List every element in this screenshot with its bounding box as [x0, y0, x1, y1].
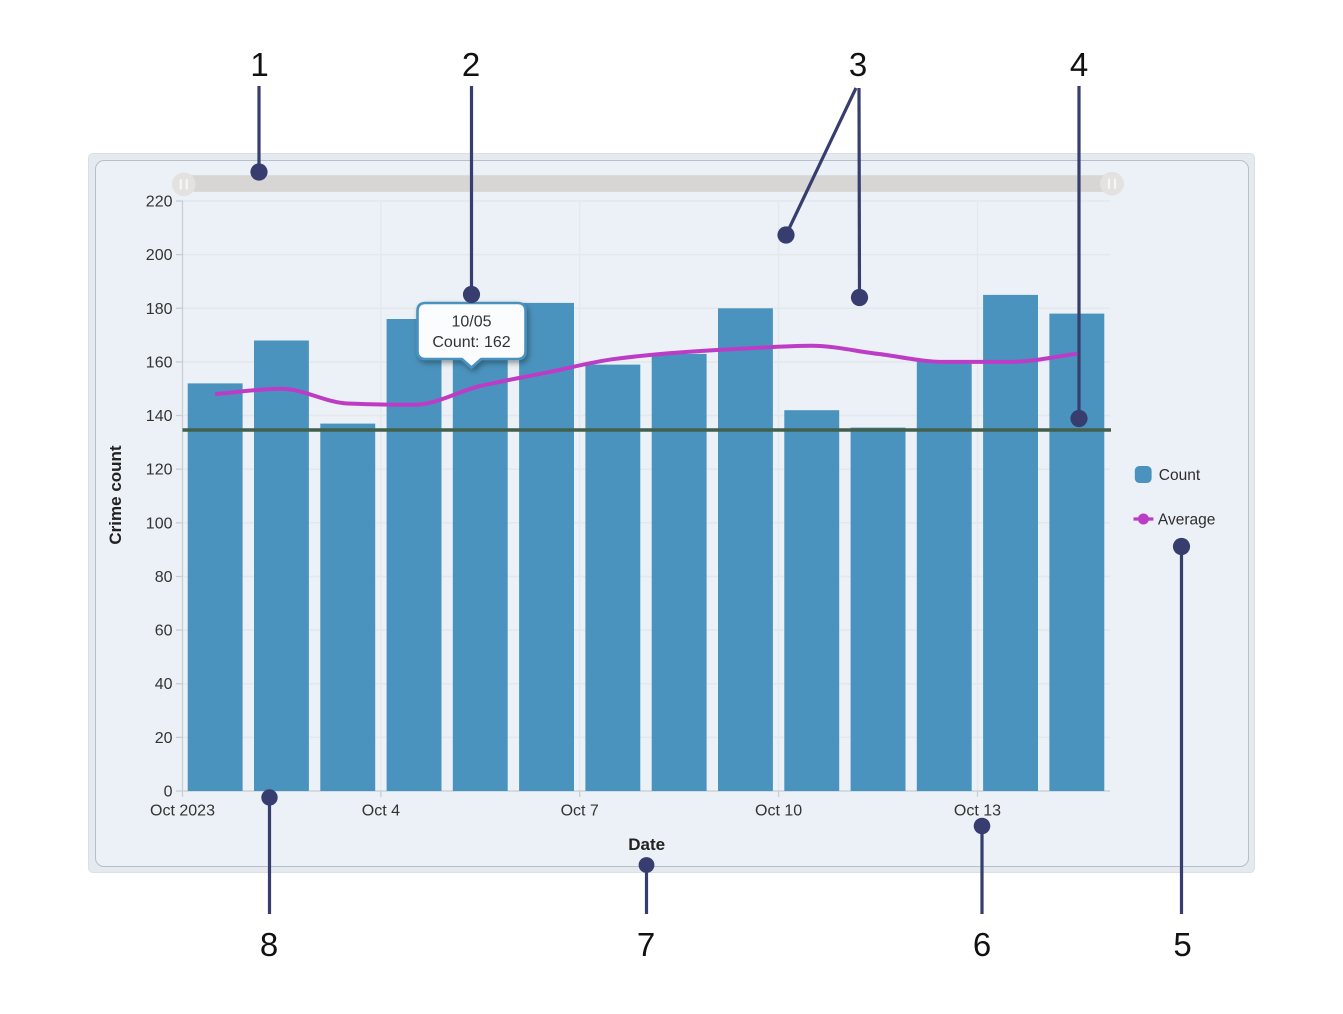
svg-text:220: 220: [146, 194, 173, 211]
svg-text:Average: Average: [1158, 512, 1215, 529]
svg-text:180: 180: [146, 301, 173, 318]
svg-text:Oct 2023: Oct 2023: [150, 803, 215, 820]
svg-text:80: 80: [155, 569, 173, 586]
svg-text:40: 40: [155, 676, 173, 693]
svg-text:60: 60: [155, 623, 173, 640]
svg-text:0: 0: [164, 784, 173, 801]
svg-text:Crime count: Crime count: [106, 445, 125, 545]
svg-text:Oct 10: Oct 10: [755, 803, 802, 820]
svg-text:Oct 13: Oct 13: [954, 803, 1001, 820]
svg-text:Oct 4: Oct 4: [362, 803, 400, 820]
svg-text:Date: Date: [628, 835, 665, 854]
svg-text:Count: Count: [1159, 467, 1201, 484]
svg-text:160: 160: [146, 354, 173, 371]
svg-text:10/05: 10/05: [451, 314, 491, 331]
svg-text:20: 20: [155, 730, 173, 747]
svg-text:100: 100: [146, 515, 173, 532]
svg-text:140: 140: [146, 408, 173, 425]
svg-text:200: 200: [146, 247, 173, 264]
svg-text:Oct 7: Oct 7: [561, 803, 599, 820]
svg-text:Count: 162: Count: 162: [432, 334, 510, 351]
svg-text:120: 120: [146, 462, 173, 479]
